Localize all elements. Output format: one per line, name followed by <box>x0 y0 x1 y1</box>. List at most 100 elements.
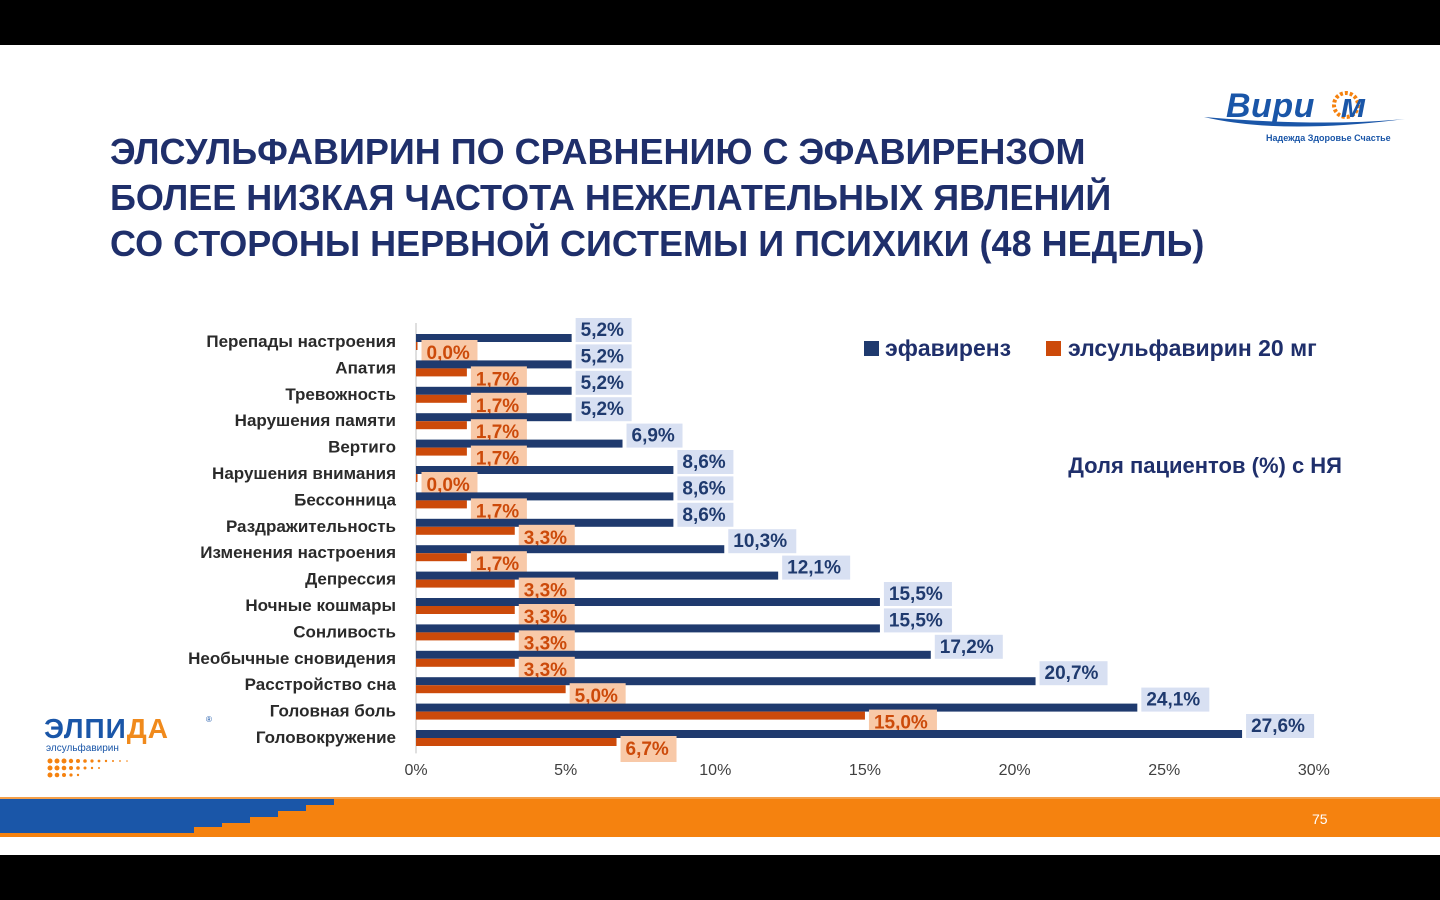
data-label-efavirenz: 8,6% <box>682 505 725 526</box>
data-label-efavirenz: 5,2% <box>581 346 624 367</box>
data-label-bg-efavirenz <box>728 529 797 554</box>
data-label-elsulfavirine: 5,0% <box>575 686 618 707</box>
footer-band <box>0 797 1440 837</box>
bar-efavirenz <box>416 677 1036 686</box>
data-label-bg-efavirenz <box>782 555 851 580</box>
data-label-elsulfavirine: 15,0% <box>874 713 928 734</box>
data-label-efavirenz: 27,6% <box>1251 716 1305 737</box>
data-label-bg-efavirenz <box>575 344 632 369</box>
data-label-bg-efavirenz <box>883 608 952 633</box>
category-label: Перепады настроения <box>206 332 396 351</box>
x-tick-label: 0% <box>404 762 427 779</box>
bar-elsulfavirine <box>416 394 467 403</box>
bar-elsulfavirine <box>416 526 515 535</box>
category-label: Вертиго <box>328 438 396 457</box>
data-label-efavirenz: 17,2% <box>940 637 994 658</box>
chart-annotation: Доля пациентов (%) с НЯ <box>1068 453 1342 478</box>
x-tick-label: 5% <box>554 762 577 779</box>
data-label-elsulfavirine: 1,7% <box>476 554 519 575</box>
bar-elsulfavirine <box>416 606 515 614</box>
x-tick-label: 30% <box>1298 762 1330 779</box>
virium-word: Вири м <box>1226 87 1367 126</box>
data-label-efavirenz: 12,1% <box>787 558 841 579</box>
elpida-dots-icon <box>47 758 128 778</box>
data-label-efavirenz: 8,6% <box>682 452 725 473</box>
data-label-bg-efavirenz <box>934 634 1003 659</box>
elpida-logo: ЭЛПИДА ® элсульфавирин <box>44 713 224 785</box>
bar-efavirenz <box>416 545 725 554</box>
data-label-elsulfavirine: 3,3% <box>524 660 567 681</box>
data-label-efavirenz: 15,5% <box>889 584 943 605</box>
data-label-bg-efavirenz <box>677 502 734 527</box>
bar-elsulfavirine <box>416 738 617 746</box>
bar-elsulfavirine <box>416 368 467 377</box>
x-tick-label: 20% <box>999 762 1031 779</box>
data-label-bg-efavirenz <box>575 370 632 395</box>
data-label-bg-efavirenz <box>575 397 632 422</box>
bar-efavirenz <box>416 386 572 395</box>
data-label-bg-efavirenz <box>677 476 734 501</box>
bar-elsulfavirine <box>416 685 566 694</box>
x-tick-label: 10% <box>699 762 731 779</box>
bar-efavirenz <box>416 518 674 527</box>
data-label-bg-elsulfavirine <box>620 736 677 762</box>
bar-efavirenz <box>416 730 1243 738</box>
data-label-elsulfavirine: 1,7% <box>476 422 519 443</box>
data-label-elsulfavirine: 3,3% <box>524 607 567 628</box>
elpida-word-accent: ДА <box>126 713 169 744</box>
bar-elsulfavirine <box>416 474 418 482</box>
page-number: 75 <box>1312 811 1328 827</box>
bar-efavirenz <box>416 598 880 606</box>
virium-slogan: Надежда Здоровье Счастье <box>1266 133 1391 143</box>
legend-label-efavirenz: эфавиренз <box>885 335 1011 361</box>
category-label: Ночные кошмары <box>245 596 396 615</box>
bar-elsulfavirine <box>416 632 515 641</box>
elpida-word-main: ЭЛПИ <box>44 713 127 744</box>
data-label-elsulfavirine: 1,7% <box>476 449 519 470</box>
title-line-1: ЭЛСУЛЬФАВИРИН ПО СРАВНЕНИЮ С ЭФАВИРЕНЗОМ <box>110 131 1086 172</box>
data-label-efavirenz: 5,2% <box>581 373 624 394</box>
bar-chart: Перепады настроения 5,2% 0,0% Апатия 5,2% 1,7… <box>188 318 1342 779</box>
virium-word-end: м <box>1340 87 1367 125</box>
data-label-efavirenz: 5,2% <box>581 399 624 420</box>
legend-label-elsulfavirine: элсульфавирин 20 мг <box>1068 335 1317 361</box>
data-label-efavirenz: 15,5% <box>889 610 943 631</box>
bar-elsulfavirine <box>416 500 467 509</box>
bar-efavirenz <box>416 360 572 369</box>
category-label: Нарушения внимания <box>212 464 396 483</box>
data-label-elsulfavirine: 3,3% <box>524 633 567 654</box>
title-line-2: БОЛЕЕ НИЗКАЯ ЧАСТОТА НЕЖЕЛАТЕЛЬНЫХ ЯВЛЕН… <box>110 177 1112 218</box>
registered-mark: ® <box>206 715 212 724</box>
data-label-bg-efavirenz <box>1039 661 1108 686</box>
bar-efavirenz <box>416 439 623 448</box>
bar-efavirenz <box>416 413 572 422</box>
category-label: Расстройство сна <box>245 675 397 694</box>
bar-efavirenz <box>416 334 572 342</box>
data-label-efavirenz: 8,6% <box>682 478 725 499</box>
bar-efavirenz <box>416 571 779 580</box>
data-label-elsulfavirine: 6,7% <box>626 739 669 760</box>
elpida-word: ЭЛПИДА <box>44 713 169 745</box>
bar-elsulfavirine <box>416 447 467 456</box>
data-label-efavirenz: 10,3% <box>733 531 787 552</box>
category-label: Изменения настроения <box>200 543 396 562</box>
data-label-efavirenz: 5,2% <box>581 320 624 341</box>
bar-efavirenz <box>416 703 1138 712</box>
data-label-elsulfavirine: 0,0% <box>427 475 470 496</box>
data-label-bg-efavirenz <box>883 582 952 606</box>
data-label-elsulfavirine: 3,3% <box>524 581 567 602</box>
data-label-elsulfavirine: 1,7% <box>476 396 519 417</box>
bar-elsulfavirine <box>416 553 467 562</box>
category-label: Апатия <box>335 358 396 377</box>
data-label-efavirenz: 20,7% <box>1045 663 1099 684</box>
legend-swatch-efavirenz <box>864 341 879 356</box>
category-label: Головокружение <box>256 728 396 747</box>
category-label: Необычные сновидения <box>188 649 396 668</box>
bar-elsulfavirine <box>416 711 865 720</box>
title-line-3: СО СТОРОНЫ НЕРВНОЙ СИСТЕМЫ И ПСИХИКИ (48… <box>110 223 1205 264</box>
elpida-subtitle: элсульфавирин <box>46 743 119 754</box>
virium-swoosh-icon <box>1204 91 1405 127</box>
slide-title: ЭЛСУЛЬФАВИРИН ПО СРАВНЕНИЮ С ЭФАВИРЕНЗОМ… <box>110 129 1204 267</box>
data-label-bg-efavirenz <box>575 318 632 342</box>
bar-elsulfavirine <box>416 342 418 350</box>
